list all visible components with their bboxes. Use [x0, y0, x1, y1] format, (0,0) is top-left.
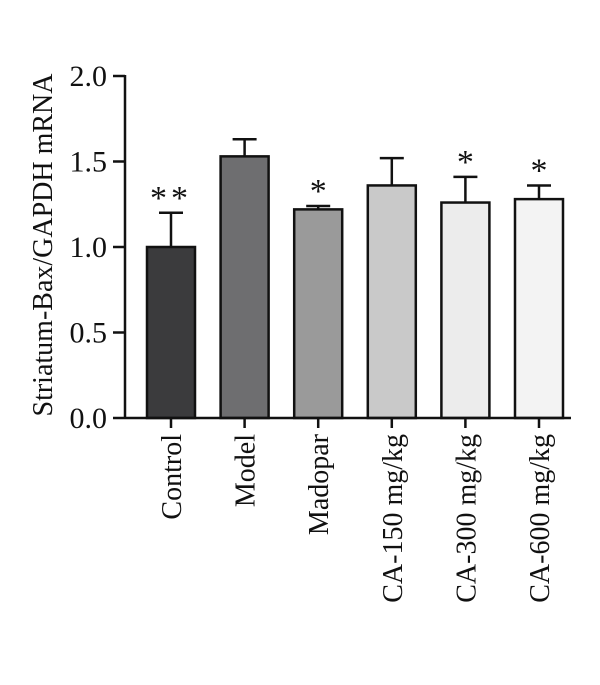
- bar-madopar: [292, 208, 344, 420]
- bar-ca-300-mg-kg: [440, 201, 491, 420]
- significance-marker: *: [531, 152, 548, 189]
- y-axis-title: Striatum-Bax/GAPDH mRNA: [28, 73, 59, 417]
- significance-marker: *: [310, 173, 327, 210]
- bar-ca-150-mg-kg: [366, 184, 418, 420]
- x-tick-label: Madopar: [304, 433, 335, 535]
- x-tick-label: CA-600 mg/kg: [525, 434, 556, 603]
- significance-marker: *: [457, 144, 474, 181]
- y-tick-label: 0.5: [70, 317, 108, 350]
- bar-ca-600-mg-kg: [513, 197, 565, 420]
- bar-model: [219, 155, 270, 420]
- significance-marker: **: [150, 180, 192, 217]
- x-axis: Control Model Madopar CA-150 mg/kg CA-300 mg…: [125, 416, 571, 603]
- x-tick-label: CA-300 mg/kg: [451, 434, 482, 603]
- y-tick-label: 1.5: [70, 146, 108, 179]
- x-tick-label: CA-150 mg/kg: [378, 434, 409, 603]
- y-tick-label: 1.0: [70, 231, 108, 264]
- x-tick-label: Control: [157, 434, 188, 520]
- y-tick-label: 2.0: [70, 60, 108, 93]
- y-axis: 0.0 0.5 1.0 1.5 2.0: [70, 60, 127, 435]
- x-tick-label: Model: [231, 434, 262, 507]
- y-tick-label: 0.0: [70, 402, 108, 435]
- bar-control: [145, 245, 197, 420]
- bars: ** ** *: [145, 138, 565, 420]
